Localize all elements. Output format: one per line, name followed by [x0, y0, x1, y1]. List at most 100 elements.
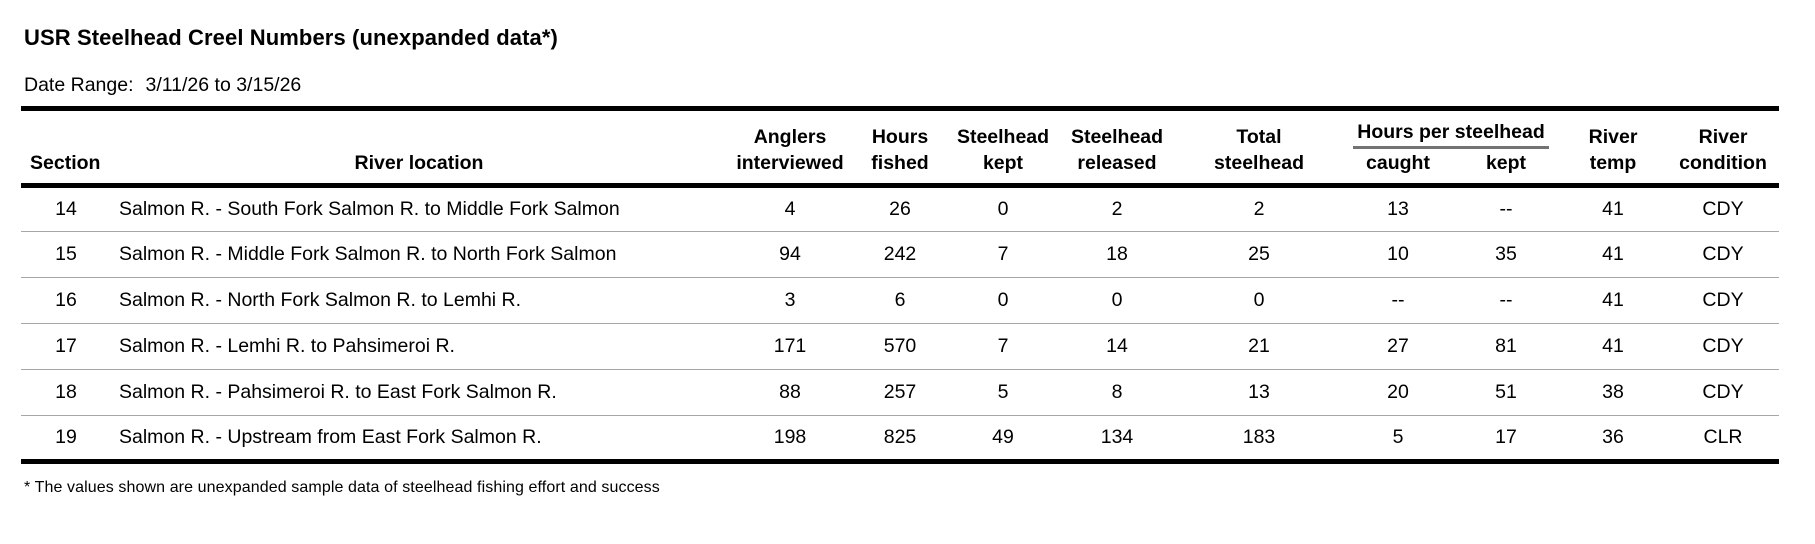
- table-row-section-14: 14 Salmon R. - South Fork Salmon R. to M…: [21, 185, 1779, 231]
- header-released-top: Steelhead: [1070, 126, 1164, 148]
- cell-section: 16: [21, 276, 111, 324]
- cell-river-condition: CDY: [1667, 276, 1780, 324]
- cell-river-temp: 41: [1559, 276, 1668, 324]
- cell-hours-per-kept: 17: [1453, 414, 1560, 462]
- cell-hours-per-caught: 27: [1343, 322, 1453, 370]
- header-condition-top: River: [1698, 126, 1748, 148]
- header-temp-top: River: [1588, 126, 1638, 148]
- cell-hours-per-caught: 5: [1343, 414, 1453, 462]
- table-row-section-17: 17 Salmon R. - Lemhi R. to Pahsimeroi R.…: [21, 322, 1780, 370]
- cell-steelhead-released: 8: [1059, 368, 1175, 416]
- cell-river-location: Salmon R. - Lemhi R. to Pahsimeroi R.: [111, 322, 727, 370]
- cell-anglers-interviewed: 94: [727, 230, 853, 278]
- cell-section: 18: [21, 368, 111, 416]
- cell-river-location: Salmon R. - Middle Fork Salmon R. to Nor…: [111, 230, 727, 278]
- header-location-spacer: [111, 109, 727, 152]
- cell-steelhead-released: 18: [1059, 230, 1175, 278]
- header-section: Section: [21, 151, 111, 188]
- cell-anglers-interviewed: 3: [727, 276, 853, 324]
- cell-hours-fished: 825: [853, 414, 947, 462]
- header-kept-bottom: kept: [947, 151, 1059, 188]
- header-released-bottom: released: [1059, 151, 1175, 188]
- header-hps-kept: kept: [1453, 151, 1560, 188]
- cell-river-condition: CDY: [1667, 230, 1780, 278]
- cell-river-temp: 41: [1602, 197, 1624, 220]
- table-row-section-19: 19 Salmon R. - Upstream from East Fork S…: [21, 414, 1780, 462]
- cell-hours-fished: 570: [853, 322, 947, 370]
- cell-section: 17: [21, 322, 111, 370]
- cell-steelhead-released: 134: [1059, 414, 1175, 462]
- header-anglers-bottom: interviewed: [727, 151, 853, 188]
- cell-total-steelhead: 2: [1253, 197, 1265, 220]
- header-row-bottom: Section River location interviewed fishe…: [21, 151, 1780, 188]
- cell-river-temp: 41: [1559, 322, 1668, 370]
- table-body: 14 Salmon R. - South Fork Salmon R. to M…: [21, 185, 1780, 462]
- header-total-top: Total: [1236, 126, 1282, 148]
- cell-hours-per-kept: --: [1499, 197, 1513, 220]
- cell-hours-per-kept: 51: [1453, 368, 1560, 416]
- cell-river-condition: CDY: [1667, 322, 1780, 370]
- header-condition-bottom: condition: [1667, 151, 1780, 188]
- cell-section: 19: [21, 414, 111, 462]
- cell-anglers-interviewed: 171: [727, 322, 853, 370]
- header-river-location: River location: [111, 151, 727, 188]
- cell-section: 15: [21, 230, 111, 278]
- creel-table: Anglers Hours Steelhead Steelhead Total …: [21, 106, 1780, 464]
- page-title: USR Steelhead Creel Numbers (unexpanded …: [24, 25, 558, 50]
- header-hours-per-steelhead-group: Hours per steelhead: [1343, 109, 1559, 152]
- cell-hours-fished: 257: [853, 368, 947, 416]
- cell-hours-per-caught: 10: [1343, 230, 1453, 278]
- cell-steelhead-kept: 7: [947, 230, 1059, 278]
- creel-report-page: USR Steelhead Creel Numbers (unexpanded …: [0, 25, 1815, 544]
- cell-hours-per-caught: 20: [1343, 368, 1453, 416]
- cell-anglers-interviewed: 198: [727, 414, 853, 462]
- header-section-spacer: [21, 109, 111, 152]
- cell-river-location: Salmon R. - South Fork Salmon R. to Midd…: [119, 197, 620, 220]
- cell-steelhead-released: 0: [1059, 276, 1175, 324]
- table-row-section-16: 16 Salmon R. - North Fork Salmon R. to L…: [21, 276, 1780, 324]
- cell-hours-per-kept: --: [1453, 276, 1560, 324]
- cell-river-temp: 38: [1559, 368, 1668, 416]
- cell-river-location: Salmon R. - North Fork Salmon R. to Lemh…: [111, 276, 727, 324]
- cell-steelhead-kept: 0: [997, 197, 1009, 220]
- cell-river-temp: 36: [1559, 414, 1668, 462]
- footnote: * The values shown are unexpanded sample…: [24, 478, 660, 496]
- cell-hours-per-kept: 35: [1453, 230, 1560, 278]
- cell-total-steelhead: 183: [1175, 414, 1343, 462]
- cell-steelhead-kept: 0: [947, 276, 1059, 324]
- header-row-top: Anglers Hours Steelhead Steelhead Total …: [21, 109, 1779, 152]
- cell-section: 14: [55, 197, 77, 220]
- table-header: Anglers Hours Steelhead Steelhead Total …: [21, 109, 1780, 188]
- table-row-section-15: 15 Salmon R. - Middle Fork Salmon R. to …: [21, 230, 1780, 278]
- cell-steelhead-kept: 7: [947, 322, 1059, 370]
- date-range: Date Range: 3/11/26 to 3/15/26: [24, 74, 1815, 97]
- hours-per-steelhead-label: Hours per steelhead: [1353, 120, 1549, 150]
- date-range-label: Date Range:: [24, 74, 134, 96]
- date-range-value: 3/11/26 to 3/15/26: [145, 74, 302, 96]
- cell-hours-per-kept: 81: [1453, 322, 1560, 370]
- cell-river-temp: 41: [1559, 230, 1668, 278]
- cell-total-steelhead: 0: [1175, 276, 1343, 324]
- cell-river-location: Salmon R. - Upstream from East Fork Salm…: [111, 414, 727, 462]
- cell-hours-fished: 6: [853, 276, 947, 324]
- header-total-bottom: steelhead: [1175, 151, 1343, 188]
- cell-total-steelhead: 25: [1175, 230, 1343, 278]
- cell-hours-per-caught: --: [1343, 276, 1453, 324]
- cell-river-condition: CLR: [1667, 414, 1780, 462]
- cell-steelhead-kept: 5: [947, 368, 1059, 416]
- header-kept-top: Steelhead: [956, 126, 1050, 148]
- cell-river-condition: CDY: [1667, 368, 1780, 416]
- header-hours-bottom: fished: [853, 151, 947, 188]
- cell-hours-fished: 26: [889, 197, 911, 220]
- header-hours-top: Hours: [871, 126, 929, 148]
- cell-steelhead-kept: 49: [947, 414, 1059, 462]
- header-anglers-top: Anglers: [753, 126, 827, 148]
- cell-total-steelhead: 13: [1175, 368, 1343, 416]
- cell-river-location: Salmon R. - Pahsimeroi R. to East Fork S…: [111, 368, 727, 416]
- cell-hours-fished: 242: [853, 230, 947, 278]
- header-hps-caught: caught: [1343, 151, 1453, 188]
- cell-steelhead-released: 14: [1059, 322, 1175, 370]
- table-row-section-18: 18 Salmon R. - Pahsimeroi R. to East For…: [21, 368, 1780, 416]
- cell-steelhead-released: 2: [1111, 197, 1123, 220]
- cell-anglers-interviewed: 4: [784, 197, 796, 220]
